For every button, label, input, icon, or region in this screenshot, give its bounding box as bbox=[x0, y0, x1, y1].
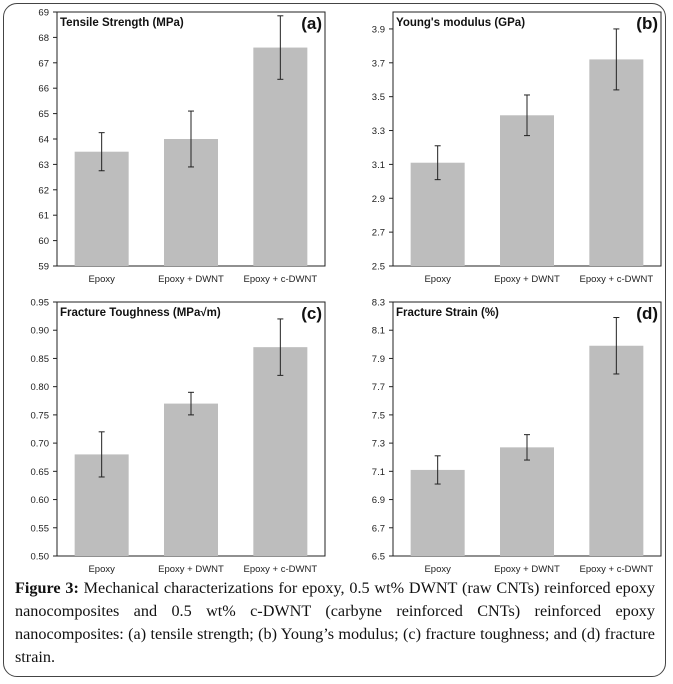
y-tick-label: 0.90 bbox=[31, 326, 50, 337]
y-tick-label: 8.3 bbox=[372, 298, 385, 309]
y-tick-label: 60 bbox=[38, 236, 49, 247]
bar-2 bbox=[500, 447, 554, 556]
figure-caption: Figure 3: Mechanical characterizations f… bbox=[15, 577, 655, 669]
x-tick-label: Epoxy bbox=[424, 564, 451, 575]
y-tick-label: 2.5 bbox=[372, 262, 385, 273]
panel-label: (c) bbox=[301, 304, 322, 323]
x-tick-label: Epoxy bbox=[88, 274, 115, 285]
chart-title: Fracture Toughness (MPa√m) bbox=[60, 306, 221, 319]
y-tick-label: 7.1 bbox=[372, 467, 385, 478]
bar-2 bbox=[500, 115, 554, 266]
y-tick-label: 7.5 bbox=[372, 410, 385, 421]
y-tick-label: 0.55 bbox=[31, 523, 50, 534]
x-tick-label: Epoxy + DWNT bbox=[494, 274, 560, 285]
y-tick-label: 2.7 bbox=[372, 228, 385, 239]
y-tick-label: 6.5 bbox=[372, 552, 385, 563]
y-tick-label: 2.9 bbox=[372, 194, 385, 205]
x-tick-label: Epoxy bbox=[88, 564, 115, 575]
panel-label: (b) bbox=[636, 14, 658, 33]
y-tick-label: 65 bbox=[38, 109, 49, 120]
y-tick-label: 66 bbox=[38, 84, 49, 95]
caption-text: Mechanical characterizations for epoxy, … bbox=[15, 579, 655, 666]
y-tick-label: 68 bbox=[38, 33, 49, 44]
y-tick-label: 62 bbox=[38, 185, 49, 196]
y-tick-label: 3.5 bbox=[372, 92, 385, 103]
y-tick-label: 8.1 bbox=[372, 326, 385, 337]
y-tick-label: 7.7 bbox=[372, 382, 385, 393]
x-tick-label: Epoxy + c-DWNT bbox=[244, 274, 318, 285]
chart-title: Fracture Strain (%) bbox=[396, 307, 499, 319]
bar-2 bbox=[164, 403, 218, 556]
caption-label: Figure 3: bbox=[15, 579, 79, 597]
y-tick-label: 0.80 bbox=[31, 382, 50, 393]
bar-3 bbox=[253, 47, 308, 267]
chart-panel-c: 0.50 0.55 0.60 0.65 0.70 0.75 0.80 0.85 0.90 0.95… bbox=[31, 298, 326, 575]
y-tick-label: 0.95 bbox=[31, 298, 50, 309]
y-tick-label: 6.9 bbox=[372, 495, 385, 506]
y-tick-label: 67 bbox=[38, 58, 49, 69]
y-tick-label: 7.3 bbox=[372, 439, 385, 450]
x-tick-label: Epoxy + DWNT bbox=[158, 564, 224, 575]
y-tick-label: 3.7 bbox=[372, 58, 385, 69]
y-tick-label: 64 bbox=[38, 135, 49, 146]
y-tick-label: 63 bbox=[38, 160, 49, 171]
y-tick-label: 0.50 bbox=[31, 552, 50, 563]
y-tick-label: 0.85 bbox=[31, 354, 50, 365]
bar-3 bbox=[253, 347, 308, 556]
chart-title: Tensile Strength (MPa) bbox=[60, 17, 184, 29]
y-tick-label: 69 bbox=[38, 8, 49, 19]
y-tick-label: 3.9 bbox=[372, 24, 385, 35]
y-tick-label: 61 bbox=[38, 211, 49, 222]
bar-3 bbox=[589, 59, 644, 267]
panel-label: (a) bbox=[301, 14, 322, 33]
chart-panel-b: 2.5 2.7 2.9 3.1 3.3 3.5 3.7 3.9 Epoxy Epoxy + DWN… bbox=[372, 11, 662, 285]
y-tick-label: 0.75 bbox=[31, 410, 50, 421]
y-tick-label: 3.3 bbox=[372, 126, 385, 137]
figure-frame bbox=[3, 3, 666, 677]
chart-panel-d: 6.5 6.7 6.9 7.1 7.3 7.5 7.7 7.9 8.1 8.3 Epoxy Epoxy… bbox=[372, 298, 662, 575]
y-tick-label: 0.70 bbox=[31, 439, 50, 450]
y-tick-label: 59 bbox=[38, 262, 49, 273]
y-tick-label: 0.65 bbox=[31, 467, 50, 478]
figure-panels: 59 60 61 62 63 64 65 66 67 68 69 Epoxy Epoxy + DWNT E… bbox=[31, 8, 662, 575]
panel-label: (d) bbox=[636, 304, 658, 323]
y-tick-label: 6.7 bbox=[372, 523, 385, 534]
y-tick-label: 7.9 bbox=[372, 354, 385, 365]
x-tick-label: Epoxy + DWNT bbox=[158, 274, 224, 285]
y-tick-label: 0.60 bbox=[31, 495, 50, 506]
chart-panel-a: 59 60 61 62 63 64 65 66 67 68 69 Epoxy Epoxy + DWNT E… bbox=[38, 8, 326, 285]
x-tick-label: Epoxy + DWNT bbox=[494, 564, 560, 575]
y-tick-label: 3.1 bbox=[372, 160, 385, 171]
x-tick-label: Epoxy + c-DWNT bbox=[580, 564, 654, 575]
x-tick-label: Epoxy bbox=[424, 274, 451, 285]
x-tick-label: Epoxy + c-DWNT bbox=[580, 274, 654, 285]
x-tick-label: Epoxy + c-DWNT bbox=[244, 564, 318, 575]
chart-title: Young's modulus (GPa) bbox=[396, 17, 525, 29]
bar-3 bbox=[589, 345, 644, 556]
